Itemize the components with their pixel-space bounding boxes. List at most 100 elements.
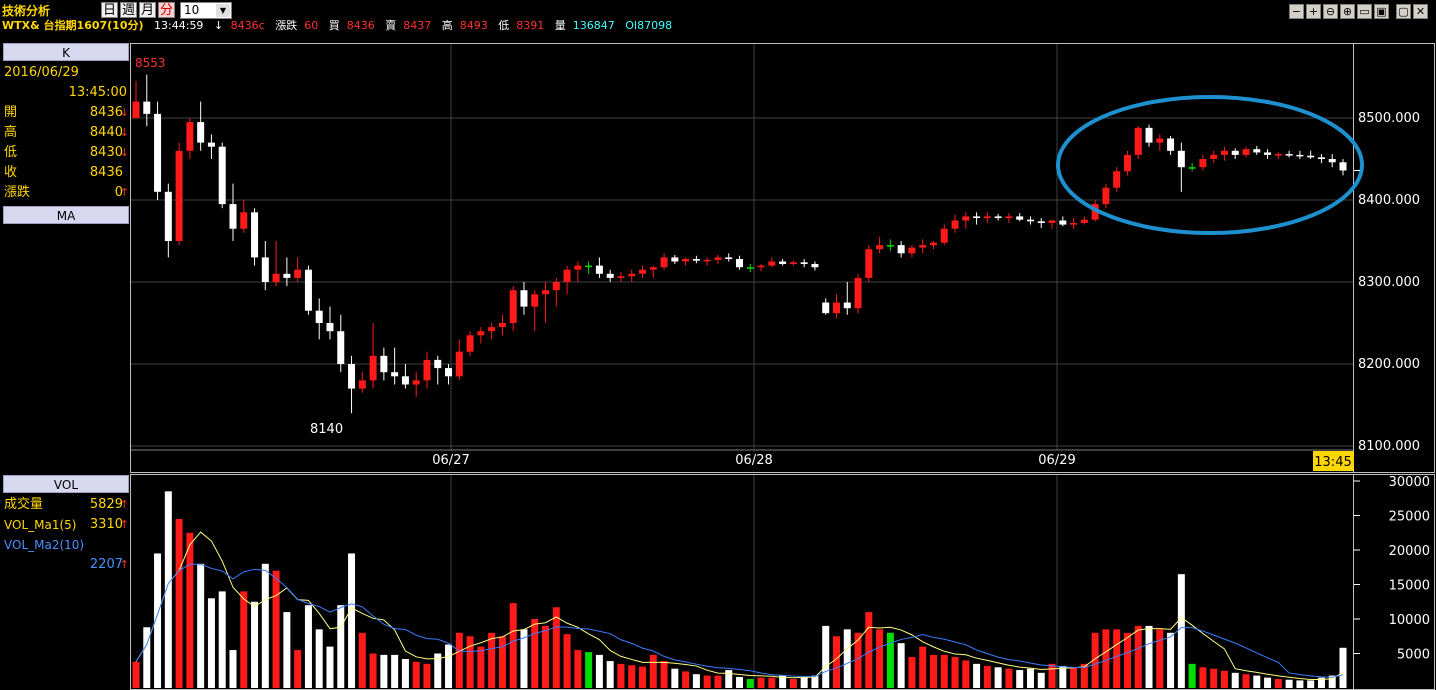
volume-bar — [897, 643, 905, 688]
k-open-value: 8436 — [89, 105, 123, 120]
volume-bar — [585, 652, 593, 688]
volume-bar — [854, 632, 862, 688]
volume-bar — [154, 553, 162, 688]
candle-body — [401, 376, 409, 385]
vol-label: 成交量 — [4, 497, 44, 512]
close-button[interactable]: ✕ — [1413, 4, 1428, 19]
k-low-row: 低 8430 ↓ — [3, 143, 129, 163]
volume-bar — [143, 627, 151, 688]
low-price-label: 8140 — [310, 422, 343, 437]
candle-body — [1188, 167, 1196, 169]
k-high-row: 高 8440 ↓ — [3, 123, 129, 143]
magnify-plus-icon[interactable]: ⊕ — [1340, 4, 1355, 19]
volume-bar — [1059, 665, 1067, 688]
interval-select[interactable]: 10 ▼ — [180, 2, 232, 19]
volume-bar — [929, 654, 937, 688]
candle-body — [229, 204, 237, 229]
vol-ma2-row: VOL_Ma2(10) — [3, 535, 129, 555]
vol-panel-header[interactable]: VOL — [3, 475, 129, 493]
magnify-minus-icon[interactable]: ⊖ — [1323, 4, 1338, 19]
volume-bar — [380, 654, 388, 688]
arrow-icon: ↓ — [119, 146, 129, 159]
candle-body — [703, 259, 711, 262]
candle-body — [1167, 138, 1175, 151]
low-value: 8391 — [516, 19, 545, 32]
k-date-value: 2016/06/29 — [4, 65, 79, 80]
period-month-button[interactable]: 月 — [139, 2, 156, 18]
volume-bar — [660, 661, 668, 688]
candle-body — [779, 261, 787, 264]
print-icon[interactable]: ▭ — [1357, 4, 1372, 19]
period-day-button[interactable]: 日 — [101, 2, 118, 18]
candle-body — [1048, 220, 1056, 223]
price-chart-frame — [130, 43, 1354, 473]
arrow-icon: ↑ — [119, 518, 129, 531]
open-interest: OI87098 — [625, 19, 673, 32]
zoom-out-button[interactable]: − — [1289, 4, 1304, 19]
volume-bar — [197, 563, 205, 688]
quote-time: 13:44:59 — [154, 19, 204, 32]
volume-bar — [326, 646, 334, 688]
volume-bar — [843, 629, 851, 688]
volume-bar — [1113, 629, 1121, 688]
volume-bar — [1167, 632, 1175, 688]
volume-bar — [736, 676, 743, 688]
save-icon[interactable]: ▣ — [1374, 4, 1389, 19]
candle-body — [574, 265, 582, 270]
restore-button[interactable]: ▢ — [1396, 4, 1411, 19]
zoom-in-button[interactable]: + — [1306, 4, 1321, 19]
volume-bar — [294, 650, 302, 688]
volume-bar — [876, 629, 884, 688]
candle-body — [175, 150, 183, 241]
candle-body — [1339, 162, 1347, 171]
volume-bar — [983, 665, 991, 688]
volume-bar — [348, 553, 356, 688]
candle-body — [962, 216, 970, 221]
high-label: 高 — [441, 19, 453, 32]
ma-panel-header[interactable]: MA — [3, 206, 129, 224]
k-panel-header[interactable]: K — [3, 43, 129, 61]
volume-bar — [962, 660, 970, 688]
volume-bar — [768, 677, 776, 688]
candle-body — [552, 282, 560, 291]
candle-body — [197, 122, 205, 143]
volume-bar — [401, 659, 409, 688]
volume-bar — [455, 632, 463, 688]
candle-body — [531, 294, 539, 307]
volume-bar — [714, 675, 722, 688]
price-axis-label: 8300.000 — [1358, 275, 1420, 290]
volume-bar — [1188, 663, 1196, 688]
vol-ma2-line — [135, 563, 1344, 678]
candle-body — [1145, 127, 1153, 143]
candle-body — [1080, 219, 1088, 223]
period-minute-button[interactable]: 分 — [158, 2, 175, 18]
candle-body — [143, 101, 151, 114]
volume-bar — [218, 591, 226, 688]
k-high-value: 8440 — [89, 125, 123, 140]
volume-bar — [832, 636, 840, 688]
volume-bar — [1210, 668, 1218, 688]
candle-body — [498, 323, 506, 328]
volume-bar — [1102, 629, 1110, 688]
volume-bar — [639, 666, 647, 688]
candle-body — [789, 262, 797, 264]
volume-bar — [1145, 625, 1153, 688]
volume-bar — [1199, 667, 1207, 688]
volume-bar — [132, 661, 140, 688]
candle-body — [520, 290, 528, 307]
volume-axis-label: 20000 — [1389, 544, 1430, 559]
candle-body — [423, 359, 431, 381]
candle-body — [692, 259, 700, 261]
low-label: 低 — [498, 19, 510, 32]
volume-bar — [1091, 632, 1099, 688]
candle-body — [660, 257, 668, 268]
candle-body — [811, 263, 819, 268]
volume-bar — [1080, 663, 1088, 688]
candle-body — [488, 327, 496, 332]
chevron-down-icon[interactable]: ▼ — [216, 4, 230, 17]
volume-bar — [1177, 574, 1185, 688]
volume-bar — [477, 646, 485, 688]
candle-body — [283, 273, 291, 278]
period-week-button[interactable]: 週 — [120, 2, 137, 18]
